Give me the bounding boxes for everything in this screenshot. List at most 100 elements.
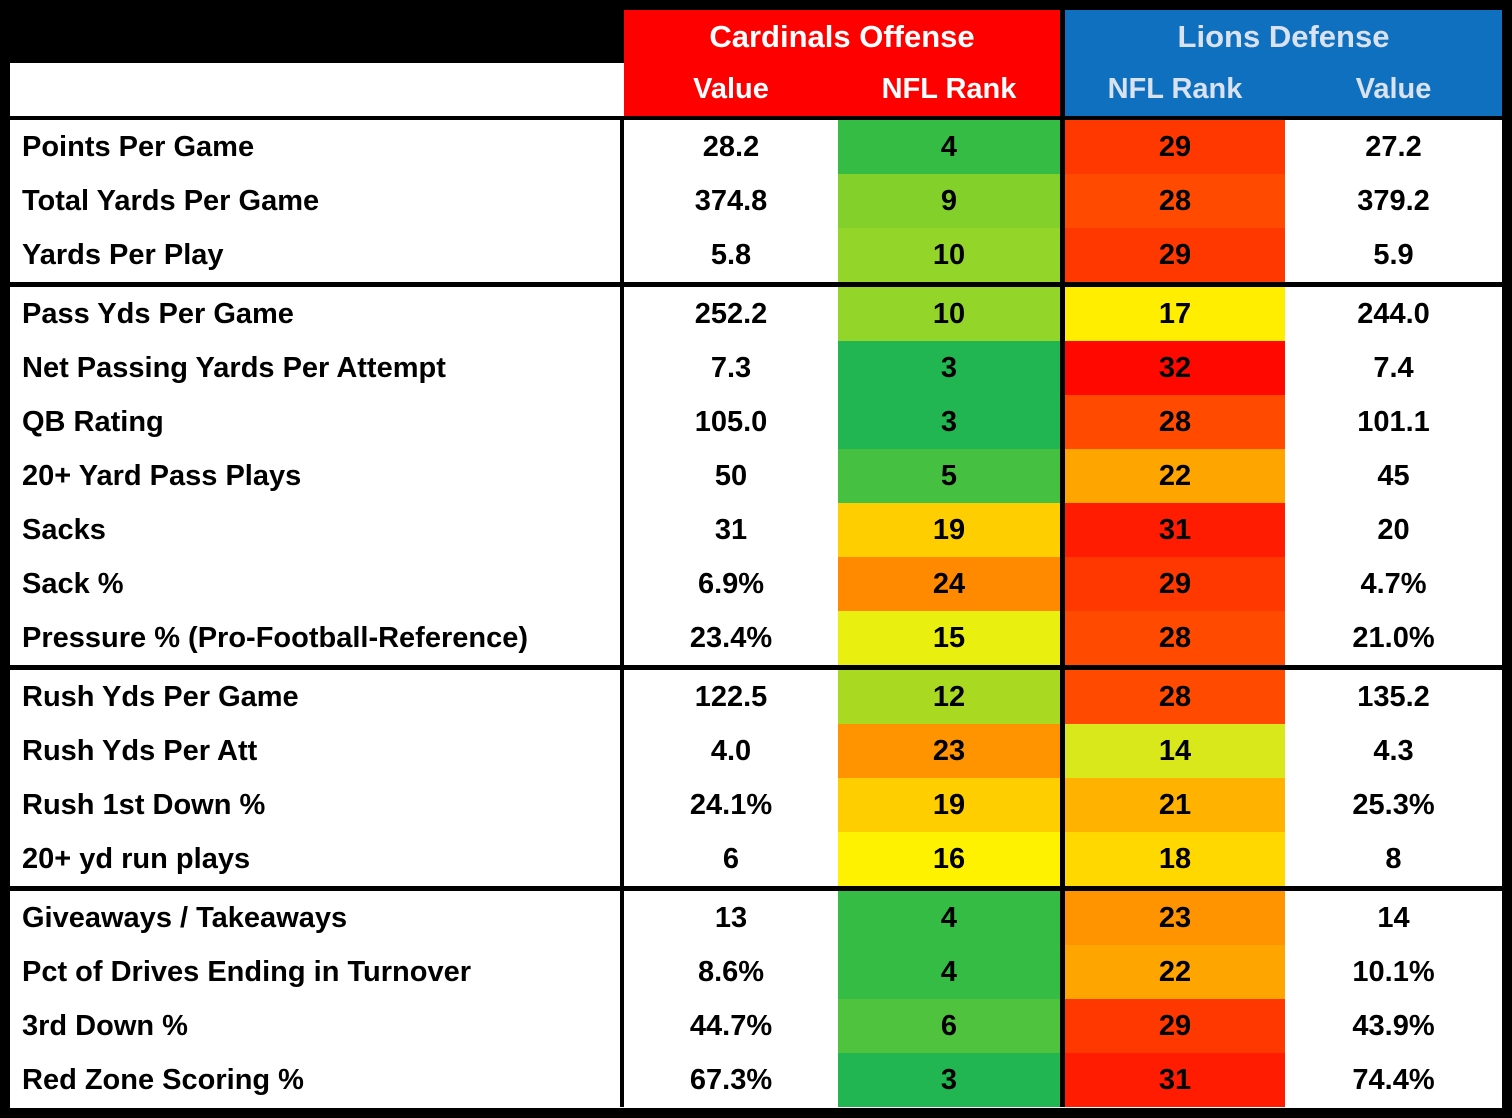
stat-label: Red Zone Scoring %: [10, 1053, 624, 1107]
offense-rank-cell: 15: [838, 611, 1065, 665]
stat-label: Sacks: [10, 503, 624, 557]
stat-group: Points Per Game 28.2 4 29 27.2 Total Yar…: [10, 120, 1502, 282]
offense-value-cell: 8.6%: [697, 955, 765, 988]
table-row: Pressure % (Pro-Football-Reference) 23.4…: [10, 611, 1502, 665]
offense-rank-column-header: NFL Rank: [838, 63, 1065, 116]
defense-rank-cell: 21: [1065, 778, 1285, 832]
stat-group: Rush Yds Per Game 122.5 12 28 135.2 Rush…: [10, 665, 1502, 886]
offense-rank-cell: 6: [838, 999, 1065, 1053]
defense-value-cell: 4.3: [1373, 734, 1414, 767]
offense-rank-cell: 4: [838, 891, 1065, 945]
table-row: 20+ yd run plays 6 16 18 8: [10, 832, 1502, 886]
defense-rank-cell: 28: [1065, 670, 1285, 724]
defense-rank-column-header: NFL Rank: [1065, 63, 1285, 116]
defense-rank-cell: 22: [1065, 945, 1285, 999]
stat-label: Giveaways / Takeaways: [10, 891, 624, 945]
offense-value-cell: 24.1%: [689, 788, 773, 821]
offense-value-cell: 31: [714, 513, 748, 546]
offense-rank-cell: 19: [838, 503, 1065, 557]
offense-rank-cell: 3: [838, 341, 1065, 395]
stat-label: Sack %: [10, 557, 624, 611]
table-row: Pass Yds Per Game 252.2 10 17 244.0: [10, 287, 1502, 341]
defense-value-column-header: Value: [1285, 63, 1502, 116]
stat-label: Rush 1st Down %: [10, 778, 624, 832]
defense-value-cell: 7.4: [1373, 351, 1414, 384]
offense-value-cell: 7.3: [710, 351, 752, 384]
offense-value-cell: 4.0: [710, 734, 752, 767]
stat-label: 20+ Yard Pass Plays: [10, 449, 624, 503]
offense-value-cell: 6: [722, 842, 740, 875]
offense-header-title: Cardinals Offense: [624, 10, 1065, 63]
stat-label: Rush Yds Per Game: [10, 670, 624, 724]
defense-rank-cell: 28: [1065, 611, 1285, 665]
table-row: Red Zone Scoring % 67.3% 3 31 74.4%: [10, 1053, 1502, 1107]
stat-label: 3rd Down %: [10, 999, 624, 1053]
stat-group: Giveaways / Takeaways 13 4 23 14 Pct of …: [10, 886, 1502, 1107]
defense-value-cell: 74.4%: [1352, 1063, 1435, 1096]
offense-value-cell: 252.2: [694, 297, 768, 330]
defense-rank-cell: 23: [1065, 891, 1285, 945]
offense-rank-cell: 12: [838, 670, 1065, 724]
offense-rank-cell: 10: [838, 228, 1065, 282]
offense-value-cell: 13: [714, 901, 748, 934]
defense-rank-cell: 18: [1065, 832, 1285, 886]
offense-rank-cell: 3: [838, 1053, 1065, 1107]
defense-value-cell: 43.9%: [1352, 1009, 1435, 1042]
defense-value-cell: 101.1: [1357, 405, 1430, 438]
offense-rank-cell: 4: [838, 120, 1065, 174]
defense-value-cell: 135.2: [1357, 680, 1430, 713]
offense-value-cell: 6.9%: [697, 567, 765, 600]
offense-value-cell: 5.8: [710, 238, 752, 271]
stat-label: Net Passing Yards Per Attempt: [10, 341, 624, 395]
table-row: Giveaways / Takeaways 13 4 23 14: [10, 891, 1502, 945]
defense-value-cell: 45: [1377, 459, 1410, 492]
corner-cell: [10, 10, 624, 63]
defense-rank-cell: 17: [1065, 287, 1285, 341]
defense-rank-cell: 32: [1065, 341, 1285, 395]
defense-value-cell: 4.7%: [1360, 567, 1427, 600]
offense-value-cell: 122.5: [694, 680, 768, 713]
offense-value-cell: 23.4%: [689, 621, 773, 654]
offense-rank-cell: 23: [838, 724, 1065, 778]
stat-group: Pass Yds Per Game 252.2 10 17 244.0 Net …: [10, 282, 1502, 665]
offense-value-cell: 28.2: [702, 130, 760, 163]
offense-rank-cell: 9: [838, 174, 1065, 228]
defense-value-cell: 379.2: [1357, 184, 1430, 217]
defense-rank-cell: 28: [1065, 395, 1285, 449]
stat-label: QB Rating: [10, 395, 624, 449]
stat-label: Yards Per Play: [10, 228, 624, 282]
table-row: QB Rating 105.0 3 28 101.1: [10, 395, 1502, 449]
table-body: Points Per Game 28.2 4 29 27.2 Total Yar…: [10, 120, 1502, 1107]
defense-rank-cell: 31: [1065, 1053, 1285, 1107]
table-row: Sack % 6.9% 24 29 4.7%: [10, 557, 1502, 611]
defense-header-title: Lions Defense: [1065, 10, 1502, 63]
defense-value-cell: 21.0%: [1352, 621, 1435, 654]
stat-label: Pct of Drives Ending in Turnover: [10, 945, 624, 999]
stat-label: Rush Yds Per Att: [10, 724, 624, 778]
defense-value-cell: 27.2: [1365, 130, 1422, 163]
defense-value-cell: 8: [1385, 842, 1402, 875]
offense-rank-cell: 3: [838, 395, 1065, 449]
offense-value-cell: 105.0: [694, 405, 768, 438]
offense-rank-cell: 19: [838, 778, 1065, 832]
table-row: Sacks 31 19 31 20: [10, 503, 1502, 557]
defense-value-cell: 20: [1377, 513, 1410, 546]
defense-value-cell: 244.0: [1357, 297, 1430, 330]
defense-rank-cell: 29: [1065, 120, 1285, 174]
stat-label: Pass Yds Per Game: [10, 287, 624, 341]
defense-value-cell: 14: [1377, 901, 1410, 934]
table-row: Net Passing Yards Per Attempt 7.3 3 32 7…: [10, 341, 1502, 395]
defense-value-cell: 5.9: [1373, 238, 1414, 271]
offense-value-cell: 374.8: [694, 184, 768, 217]
offense-rank-cell: 4: [838, 945, 1065, 999]
table-header: Cardinals Offense Lions Defense Value NF…: [10, 10, 1502, 120]
defense-rank-cell: 29: [1065, 557, 1285, 611]
stat-label: Pressure % (Pro-Football-Reference): [10, 611, 624, 665]
defense-rank-cell: 22: [1065, 449, 1285, 503]
offense-rank-cell: 16: [838, 832, 1065, 886]
defense-value-cell: 10.1%: [1352, 955, 1435, 988]
table-row: Rush Yds Per Game 122.5 12 28 135.2: [10, 670, 1502, 724]
stat-label: 20+ yd run plays: [10, 832, 624, 886]
table-row: Pct of Drives Ending in Turnover 8.6% 4 …: [10, 945, 1502, 999]
